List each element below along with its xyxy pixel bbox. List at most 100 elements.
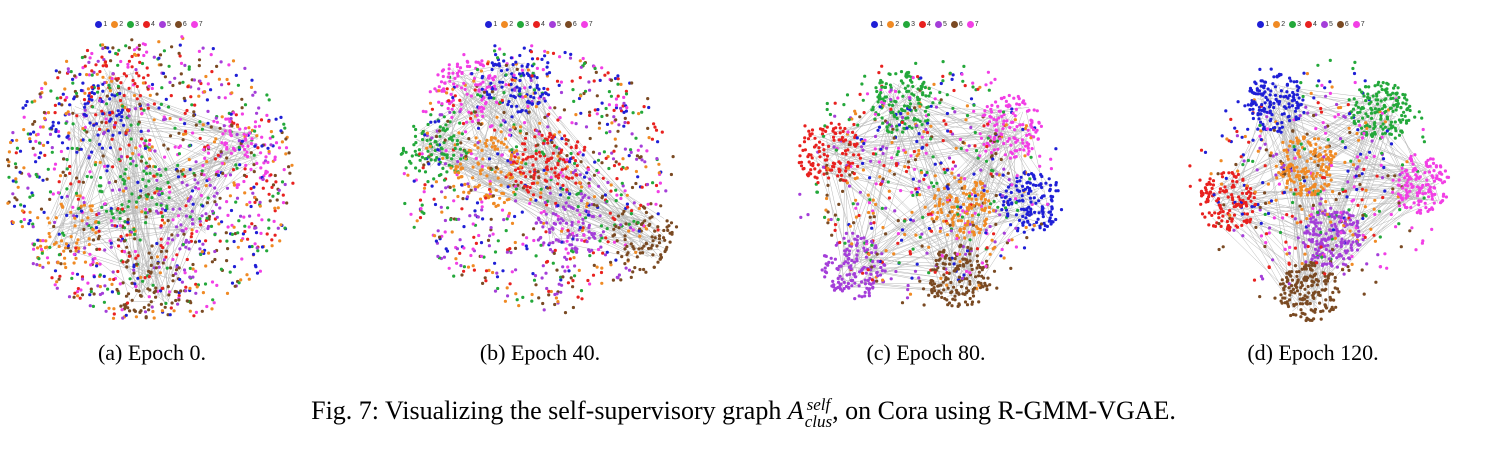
graph-node	[838, 274, 842, 278]
graph-node	[415, 219, 419, 223]
graph-node	[556, 163, 560, 167]
graph-node	[147, 275, 151, 279]
graph-node	[537, 176, 541, 180]
graph-node	[537, 150, 542, 154]
graph-node	[174, 268, 179, 272]
graph-node	[609, 94, 613, 98]
graph-node	[1042, 194, 1046, 198]
graph-node	[117, 291, 121, 295]
graph-node	[230, 223, 234, 227]
graph-node	[911, 247, 915, 251]
graph-node	[473, 143, 477, 147]
graph-node	[850, 258, 854, 263]
graph-node	[868, 215, 872, 219]
graph-node	[277, 146, 282, 150]
graph-node	[547, 289, 551, 293]
graph-node	[14, 165, 18, 169]
graph-node	[977, 283, 981, 287]
graph-node	[206, 82, 210, 86]
graph-node	[185, 108, 189, 113]
graph-node	[977, 300, 981, 304]
graph-node	[512, 150, 516, 154]
graph-node	[116, 238, 121, 242]
graph-node	[107, 306, 111, 310]
graph-node	[615, 193, 619, 197]
graph-node	[189, 239, 193, 243]
graph-node	[234, 113, 238, 117]
graph-node	[502, 59, 506, 63]
graph-node	[826, 166, 830, 170]
graph-node	[600, 161, 604, 165]
graph-edge	[870, 223, 975, 273]
graph-edge	[132, 136, 259, 202]
graph-node	[798, 144, 802, 148]
graph-node	[655, 157, 659, 161]
graph-node	[164, 301, 168, 305]
graph-node	[490, 90, 494, 94]
graph-node	[505, 286, 509, 290]
graph-node	[86, 101, 90, 105]
graph-node	[642, 105, 646, 109]
graph-node	[864, 255, 868, 259]
graph-node	[1019, 175, 1023, 179]
graph-node	[255, 161, 259, 165]
graph-node	[1042, 221, 1046, 225]
graph-node	[532, 238, 536, 243]
graph-node	[820, 268, 824, 272]
graph-edge	[59, 111, 85, 244]
graph-node	[134, 256, 138, 260]
graph-node	[179, 61, 184, 65]
graph-node	[222, 124, 226, 128]
legend-label: 5	[942, 20, 947, 28]
graph-node	[34, 139, 38, 143]
graph-node	[951, 223, 955, 227]
graph-node	[275, 198, 279, 202]
graph-node	[629, 226, 633, 230]
graph-node	[565, 154, 569, 158]
graph-node	[475, 201, 480, 205]
graph-edge	[902, 94, 1031, 217]
graph-node	[65, 194, 69, 198]
graph-node	[963, 236, 967, 240]
graph-node	[1026, 173, 1031, 177]
graph-node	[1009, 266, 1013, 270]
graph-node	[888, 169, 892, 173]
graph-node	[590, 231, 594, 236]
graph-node	[165, 204, 169, 208]
graph-node	[889, 97, 893, 102]
graph-node	[536, 57, 540, 61]
graph-node	[276, 191, 280, 195]
graph-node	[67, 131, 71, 135]
graph-node	[570, 220, 574, 224]
graph-node	[155, 241, 159, 246]
graph-node	[566, 265, 570, 269]
graph-node	[838, 178, 842, 182]
graph-node	[112, 277, 116, 282]
graph-node	[163, 75, 167, 79]
graph-node	[218, 239, 222, 243]
graph-node	[556, 214, 560, 218]
graph-node	[112, 312, 116, 316]
graph-node	[847, 239, 851, 243]
graph-node	[69, 235, 73, 239]
graph-node	[1002, 231, 1006, 235]
graph-node	[87, 237, 91, 241]
graph-node	[575, 164, 579, 168]
graph-node	[253, 129, 257, 133]
graph-node	[600, 236, 604, 240]
graph-node	[510, 270, 514, 274]
graph-node	[465, 64, 470, 68]
graph-node	[191, 202, 195, 206]
graph-node	[261, 186, 265, 190]
graph-node	[240, 139, 244, 143]
graph-node	[640, 185, 644, 189]
graph-node	[637, 206, 641, 211]
graph-node	[823, 158, 827, 162]
graph-edge	[151, 282, 170, 303]
graph-node	[581, 221, 585, 225]
graph-node	[127, 46, 131, 50]
graph-node	[102, 58, 106, 62]
graph-node	[265, 249, 269, 253]
graph-node	[129, 123, 133, 127]
graph-node	[1031, 228, 1035, 232]
